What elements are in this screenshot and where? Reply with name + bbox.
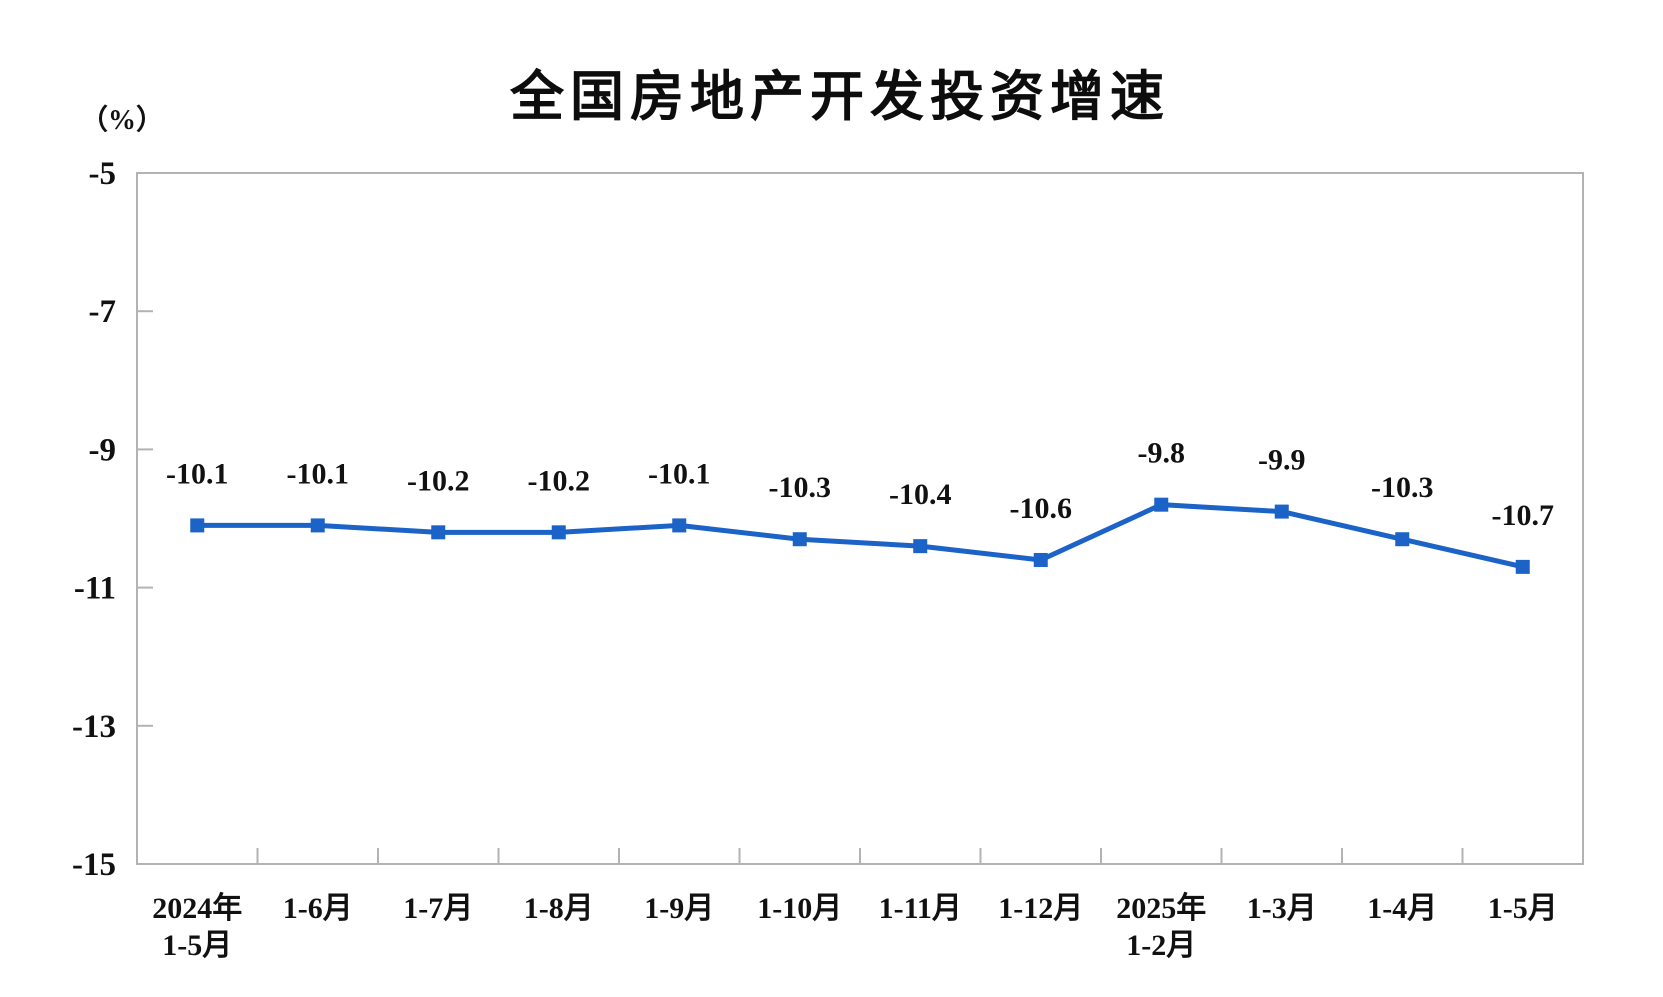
- x-axis-category-label: 1-6月: [283, 892, 353, 925]
- data-point-marker: [431, 525, 446, 540]
- x-axis-category-label: 1-8月: [524, 892, 594, 925]
- data-point-marker: [672, 518, 687, 533]
- y-axis-tick-label: -15: [72, 847, 116, 883]
- chart-title: 全国房地产开发投资增速: [510, 67, 1170, 127]
- y-axis-unit-label: （%）: [80, 105, 165, 136]
- plot-border: [136, 172, 1584, 865]
- y-axis-tick-label: -11: [74, 571, 116, 607]
- data-point-marker: [310, 518, 325, 533]
- x-axis-category-label: 1-10月: [757, 892, 842, 925]
- data-point-marker: [1274, 504, 1289, 519]
- x-axis-category-label: 1-3月: [1247, 892, 1317, 925]
- data-point-label: -9.8: [1138, 437, 1186, 470]
- data-point-marker: [190, 518, 205, 533]
- y-axis-tick-label: -13: [72, 709, 116, 745]
- data-point-marker: [1395, 532, 1410, 547]
- data-point-label: -10.1: [287, 457, 350, 490]
- data-point-label: -10.2: [528, 464, 591, 497]
- data-point-label: -10.3: [1371, 471, 1434, 504]
- x-axis-category-label: 2025年 1-2月: [1116, 892, 1206, 962]
- data-point-label: -10.1: [166, 457, 229, 490]
- data-point-label: -10.7: [1492, 499, 1555, 532]
- x-axis-category-label: 1-11月: [879, 892, 962, 925]
- x-axis-category-label: 1-7月: [403, 892, 473, 925]
- data-point-marker: [1515, 559, 1530, 574]
- y-axis-tick-label: -7: [89, 294, 117, 330]
- data-point-marker: [1154, 497, 1169, 512]
- y-axis-tick-label: -5: [89, 156, 117, 192]
- data-point-label: -10.2: [407, 464, 470, 497]
- x-axis-category-label: 1-9月: [644, 892, 714, 925]
- y-axis-tick-label: -9: [89, 432, 117, 468]
- x-axis-category-label: 1-5月: [1488, 892, 1558, 925]
- data-line: [194, 502, 1526, 570]
- x-axis-category-label: 1-4月: [1367, 892, 1437, 925]
- data-point-label: -10.6: [1010, 492, 1073, 525]
- data-point-marker: [913, 539, 928, 554]
- data-point-marker: [1033, 552, 1048, 567]
- x-axis-category-label: 1-12月: [998, 892, 1083, 925]
- data-point-label: -10.1: [648, 457, 711, 490]
- data-point-label: -10.4: [889, 478, 952, 511]
- data-point-marker: [551, 525, 566, 540]
- data-point-marker: [792, 532, 807, 547]
- data-point-label: -10.3: [769, 471, 832, 504]
- data-point-label: -9.9: [1258, 444, 1306, 477]
- x-axis-category-label: 2024年 1-5月: [152, 892, 242, 962]
